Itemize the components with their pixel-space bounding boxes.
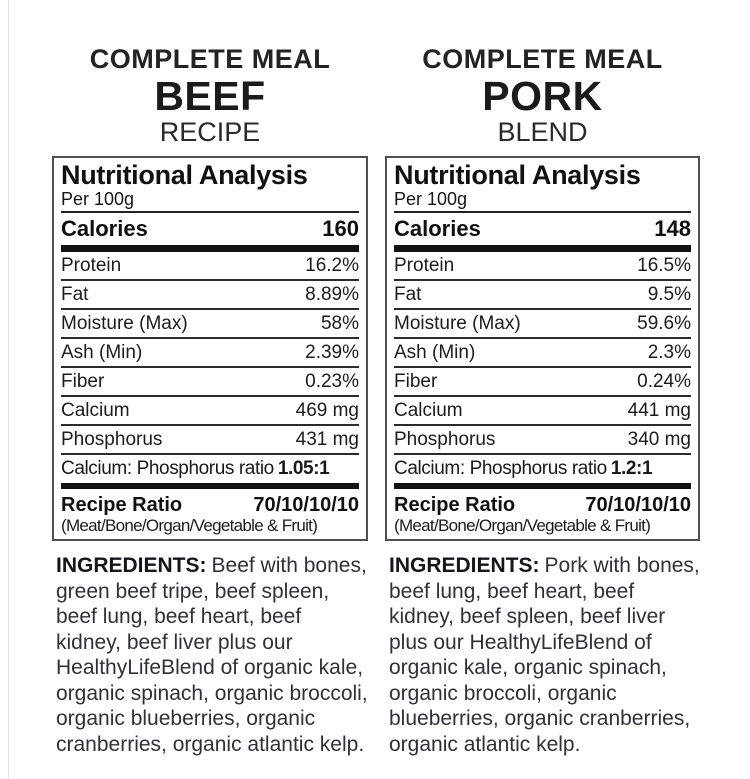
nutrient-row-ash: Ash (Min) 2.3%	[394, 339, 691, 368]
nutrient-row-fiber: Fiber 0.24%	[394, 368, 691, 397]
nutrient-label: Moisture (Max)	[394, 313, 521, 334]
panel-subtitle: Per 100g	[394, 189, 691, 213]
recipe-ratio-row: Recipe Ratio 70/10/10/10	[61, 489, 359, 516]
nutrient-row-moisture: Moisture (Max) 59.6%	[394, 310, 691, 339]
pork-header-subtitle: BLEND	[497, 117, 588, 147]
ratio-value: 1.05:1	[277, 458, 330, 479]
recipe-ratio-value: 70/10/10/10	[253, 494, 359, 516]
nutrient-row-calcium: Calcium 469 mg	[61, 397, 359, 426]
ingredients-text: Beef with bones, green beef tripe, beef …	[56, 554, 368, 756]
panel-title: Nutritional Analysis	[394, 160, 641, 190]
calories-row: Calories 160	[61, 213, 359, 252]
nutrient-label: Ash (Min)	[394, 342, 476, 363]
nutrient-row-calcium: Calcium 441 mg	[394, 397, 691, 426]
nutrient-value: 16.2%	[305, 255, 359, 276]
nutrient-label: Fat	[394, 284, 422, 305]
ingredients-label: INGREDIENTS:	[56, 554, 207, 577]
calories-row: Calories 148	[394, 213, 691, 252]
nutrient-row-fat: Fat 9.5%	[394, 281, 691, 310]
nutrient-row-phosphorus: Phosphorus 431 mg	[61, 426, 359, 455]
nutrient-label: Protein	[394, 255, 455, 276]
nutrient-row-ash: Ash (Min) 2.39%	[61, 339, 359, 368]
calories-value: 160	[322, 216, 359, 241]
nutrient-row-protein: Protein 16.5%	[394, 252, 691, 281]
pork-label: COMPLETE MEAL PORK BLEND Nutritional Ana…	[385, 0, 700, 757]
calcium-phosphorus-ratio-row: Calcium: Phosphorus ratio 1.05:1	[61, 455, 359, 489]
nutrient-value: 8.89%	[305, 284, 359, 305]
pork-ingredients: INGREDIENTS: Pork with bones, beef lung, …	[389, 553, 701, 757]
nutrient-label: Fat	[61, 284, 89, 305]
nutrient-label: Protein	[61, 255, 122, 276]
nutrient-label: Fiber	[61, 371, 105, 392]
ingredients-text: Pork with bones, beef lung, beef heart, …	[389, 554, 700, 756]
recipe-ratio-row: Recipe Ratio 70/10/10/10	[394, 489, 691, 516]
nutrient-row-phosphorus: Phosphorus 340 mg	[394, 426, 691, 455]
pork-header-title: PORK	[482, 73, 603, 119]
nutrient-label: Moisture (Max)	[61, 313, 188, 334]
nutrient-value: 441 mg	[627, 400, 691, 421]
panel-subtitle: Per 100g	[61, 189, 359, 213]
nutrient-label: Calcium	[61, 400, 130, 421]
nutrient-value: 431 mg	[295, 429, 359, 450]
ratio-label: Calcium: Phosphorus ratio	[394, 458, 607, 479]
nutrient-label: Calcium	[394, 400, 463, 421]
nutrient-label: Phosphorus	[394, 429, 496, 450]
nutrient-value: 59.6%	[637, 313, 691, 334]
recipe-ratio-note: (Meat/Bone/Organ/Vegetable & Fruit)	[61, 516, 318, 535]
nutrient-row-fiber: Fiber 0.23%	[61, 368, 359, 397]
nutrient-value: 9.5%	[647, 284, 691, 305]
calories-value: 148	[654, 216, 691, 241]
recipe-ratio-value: 70/10/10/10	[585, 494, 691, 516]
nutrient-value: 340 mg	[627, 429, 691, 450]
nutrient-value: 469 mg	[295, 400, 359, 421]
ingredients-label: INGREDIENTS:	[389, 554, 540, 577]
nutrient-label: Ash (Min)	[61, 342, 143, 363]
nutrient-label: Phosphorus	[61, 429, 163, 450]
nutrient-label: Fiber	[394, 371, 438, 392]
beef-ingredients: INGREDIENTS: Beef with bones, green beef …	[56, 553, 368, 757]
beef-label: COMPLETE MEAL BEEF RECIPE Nutritional An…	[52, 0, 368, 757]
recipe-ratio-note: (Meat/Bone/Organ/Vegetable & Fruit)	[394, 516, 651, 535]
beef-header: COMPLETE MEAL BEEF RECIPE	[52, 44, 368, 147]
ratio-label: Calcium: Phosphorus ratio	[61, 458, 274, 479]
recipe-ratio-label: Recipe Ratio	[61, 494, 183, 516]
pork-header-kicker: COMPLETE MEAL	[422, 44, 663, 74]
pork-header: COMPLETE MEAL PORK BLEND	[385, 44, 700, 147]
panel-title: Nutritional Analysis	[61, 160, 308, 190]
nutrient-row-protein: Protein 16.2%	[61, 252, 359, 281]
recipe-ratio-label: Recipe Ratio	[394, 494, 516, 516]
beef-header-title: BEEF	[154, 73, 266, 119]
scan-edge-line	[8, 0, 9, 779]
nutrient-value: 2.3%	[647, 342, 691, 363]
nutrient-value: 2.39%	[305, 342, 359, 363]
nutrient-value: 16.5%	[637, 255, 691, 276]
beef-header-kicker: COMPLETE MEAL	[89, 44, 331, 74]
calcium-phosphorus-ratio-row: Calcium: Phosphorus ratio 1.2:1	[394, 455, 691, 489]
ratio-value: 1.2:1	[610, 458, 653, 479]
beef-header-subtitle: RECIPE	[159, 117, 261, 147]
calories-label: Calories	[394, 216, 481, 241]
nutrient-value: 0.23%	[305, 371, 359, 392]
nutrient-value: 0.24%	[637, 371, 691, 392]
nutrient-row-fat: Fat 8.89%	[61, 281, 359, 310]
nutrient-value: 58%	[320, 313, 359, 334]
beef-nutritional-panel: Nutritional Analysis Per 100g Calories 1…	[52, 156, 368, 541]
calories-label: Calories	[61, 216, 148, 241]
nutrient-row-moisture: Moisture (Max) 58%	[61, 310, 359, 339]
pork-nutritional-panel: Nutritional Analysis Per 100g Calories 1…	[385, 156, 700, 541]
